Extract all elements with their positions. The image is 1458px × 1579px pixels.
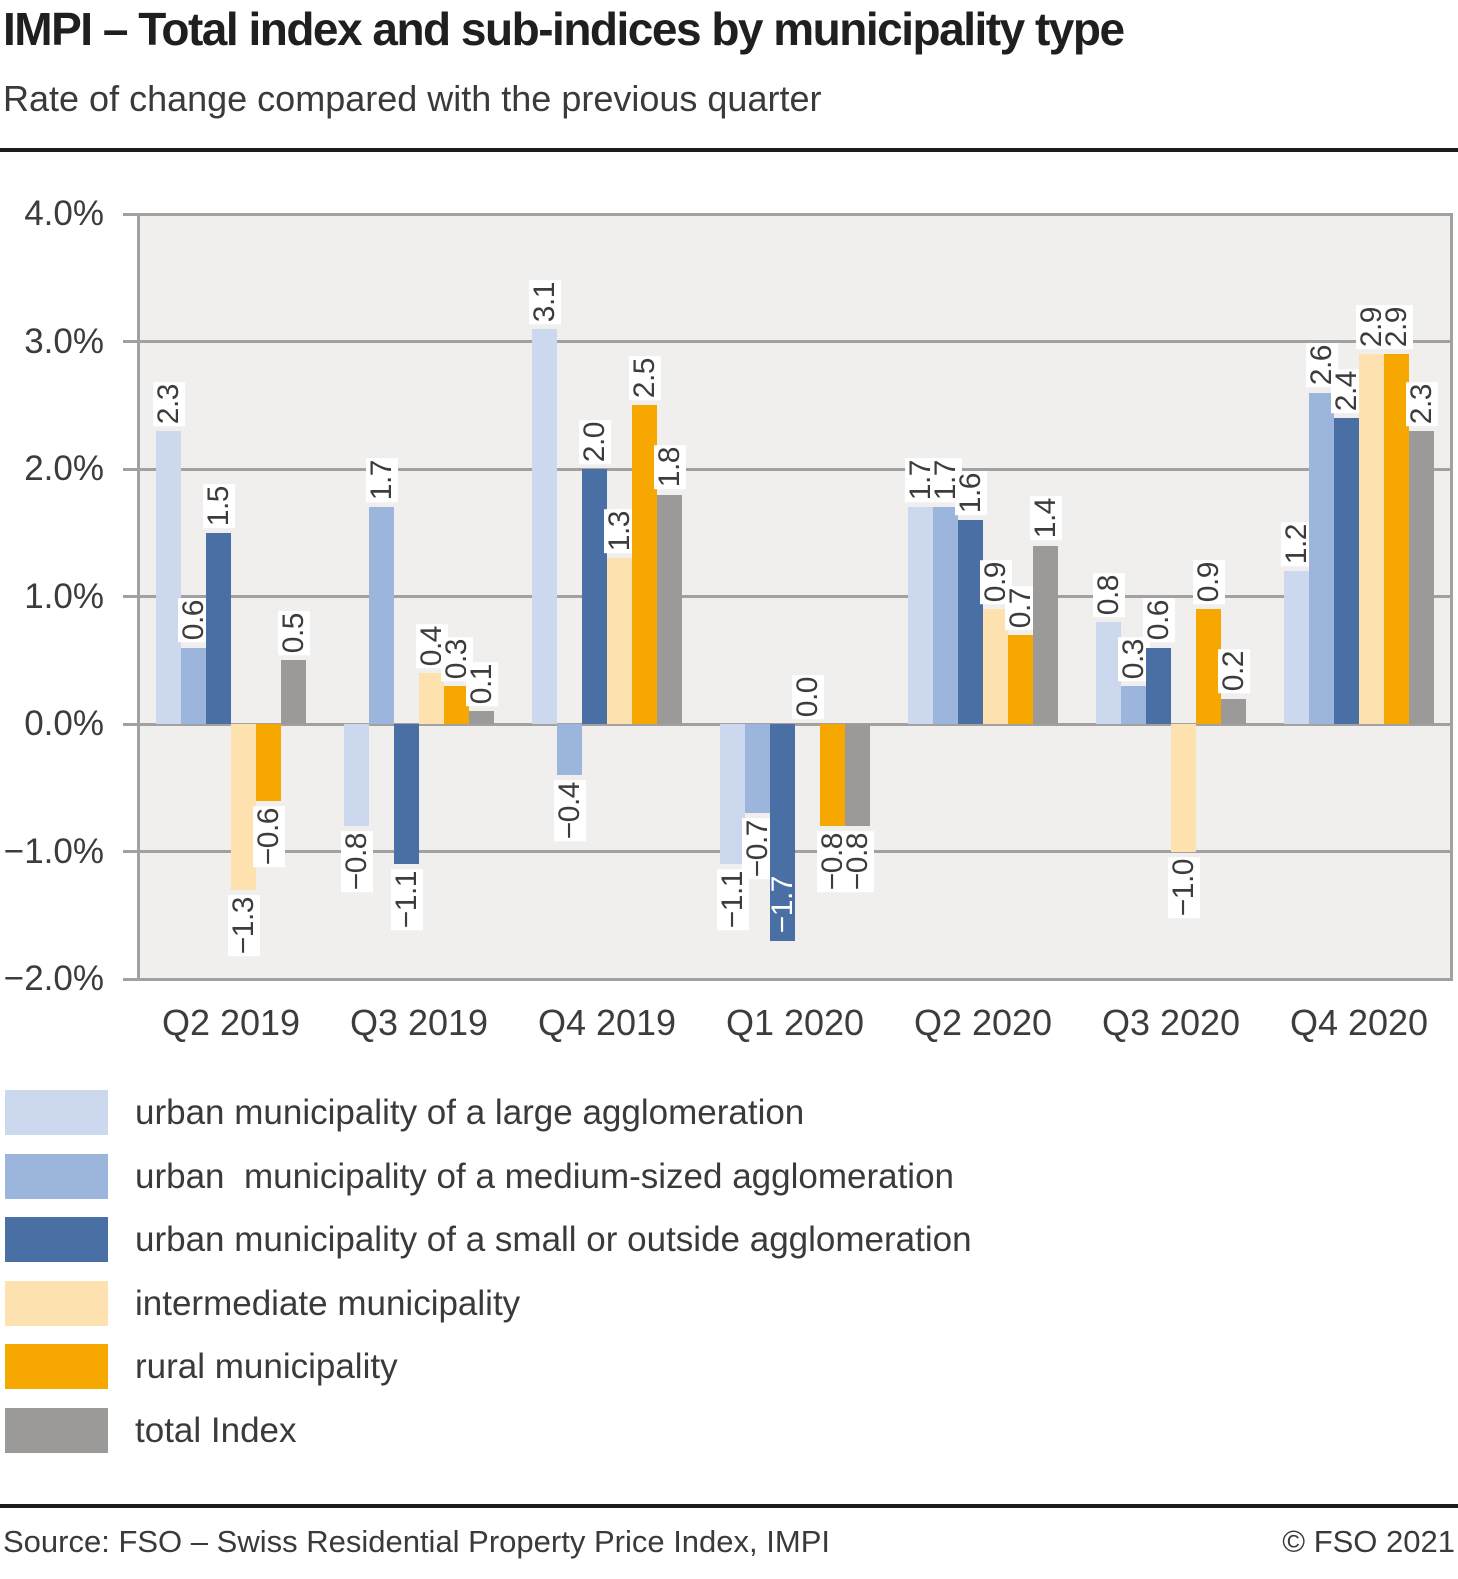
- page-subtitle: Rate of change compared with the previou…: [3, 78, 822, 119]
- bar: [1008, 634, 1033, 724]
- bar: [745, 724, 770, 814]
- legend-label: urban municipality of a small or outside…: [135, 1220, 972, 1259]
- axis-tick: [123, 467, 137, 471]
- x-axis-label: Q4 2019: [537, 1002, 677, 1043]
- y-axis-label: 2.0%: [24, 449, 104, 488]
- bar: [394, 724, 419, 865]
- header-divider: [0, 148, 1458, 152]
- legend-swatch: [5, 1408, 108, 1453]
- x-axis-label: Q3 2020: [1101, 1002, 1241, 1043]
- y-axis-label: 4.0%: [24, 194, 104, 233]
- gridline: [137, 595, 1453, 598]
- bar: [933, 507, 958, 724]
- axis-tick: [123, 977, 137, 981]
- plot-border-left: [137, 214, 140, 979]
- y-axis-label: 1.0%: [24, 576, 104, 616]
- bar: [344, 724, 369, 826]
- bar: [958, 520, 983, 724]
- gridline: [137, 340, 1453, 343]
- page-title: IMPI – Total index and sub-indices by mu…: [3, 3, 1125, 55]
- plot-border-right: [1450, 214, 1453, 979]
- bar: [607, 558, 632, 724]
- bar: [156, 430, 181, 724]
- x-axis-label: Q2 2020: [913, 1002, 1053, 1043]
- legend-label: intermediate municipality: [135, 1284, 521, 1323]
- bar: [582, 469, 607, 724]
- bar: [1409, 430, 1434, 724]
- legend-swatch: [5, 1154, 108, 1199]
- bar: [1309, 392, 1334, 724]
- legend-label: total Index: [135, 1411, 297, 1450]
- y-axis-label: 0.0%: [24, 704, 104, 743]
- x-axis-label: Q1 2020: [725, 1002, 865, 1043]
- y-axis-label: −2.0%: [3, 959, 104, 998]
- axis-tick: [123, 595, 137, 598]
- axis-tick: [123, 722, 137, 726]
- bar: [1334, 418, 1359, 724]
- bar: [1096, 622, 1121, 724]
- bar: [231, 724, 256, 890]
- gridline: [137, 722, 1453, 726]
- legend-swatch: [5, 1090, 108, 1135]
- bar: [1121, 685, 1146, 724]
- bar: [983, 609, 1008, 724]
- y-axis-label: −1.0%: [3, 831, 104, 871]
- bar: [419, 673, 444, 724]
- y-axis-label: 3.0%: [24, 321, 104, 361]
- bar: [1171, 724, 1196, 852]
- source-text: Source: FSO – Swiss Residential Property…: [3, 1524, 830, 1559]
- gridline: [137, 212, 1453, 216]
- legend-label: urban municipality of a large agglomerat…: [135, 1093, 805, 1132]
- bar: [908, 507, 933, 724]
- bar: [469, 711, 494, 724]
- x-axis-label: Q4 2020: [1289, 1002, 1429, 1043]
- bar: [256, 724, 281, 801]
- copyright-text: © FSO 2021: [1282, 1524, 1455, 1559]
- bar: [281, 660, 306, 724]
- bar: [1359, 354, 1384, 724]
- bar: [820, 724, 845, 826]
- legend-label: rural municipality: [135, 1347, 398, 1386]
- bar: [1196, 609, 1221, 724]
- bar: [532, 328, 557, 724]
- axis-tick: [123, 340, 137, 343]
- gridline: [137, 977, 1453, 981]
- axis-tick: [123, 212, 137, 216]
- axis-tick: [123, 850, 137, 853]
- gridline: [137, 850, 1453, 853]
- bar: [1384, 354, 1409, 724]
- bar: [444, 685, 469, 724]
- bar: [1033, 545, 1058, 724]
- legend-swatch: [5, 1281, 108, 1326]
- bar: [632, 405, 657, 724]
- bar: [770, 724, 795, 941]
- footer-divider: [0, 1504, 1458, 1508]
- legend-swatch: [5, 1217, 108, 1262]
- x-axis-label: Q3 2019: [349, 1002, 489, 1043]
- bar: [1221, 698, 1246, 724]
- legend-label: urban municipality of a medium-sized agg…: [135, 1157, 955, 1196]
- bar: [369, 507, 394, 724]
- bar: [657, 494, 682, 724]
- x-axis-label: Q2 2019: [161, 1002, 301, 1043]
- gridline: [137, 467, 1453, 471]
- bar: [845, 724, 870, 826]
- bar: [1146, 647, 1171, 724]
- bar: [206, 532, 231, 724]
- bar: [720, 724, 745, 865]
- bar: [181, 647, 206, 724]
- bar: [557, 724, 582, 775]
- legend-swatch: [5, 1344, 108, 1389]
- bar: [1284, 571, 1309, 724]
